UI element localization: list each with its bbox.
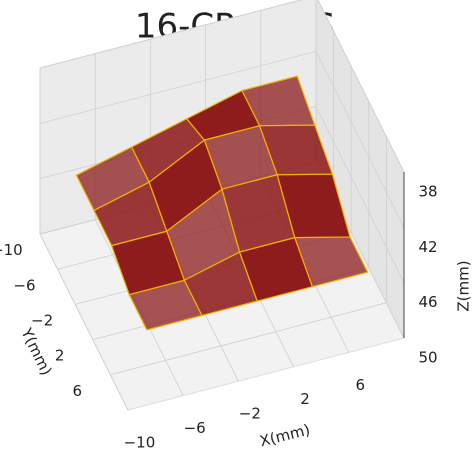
x-tick-label: −10 (124, 433, 156, 451)
x-tick-label: −6 (184, 419, 206, 437)
grid-line (317, 0, 405, 173)
z-tick-label: 50 (418, 349, 437, 367)
y-tick-label: 2 (55, 347, 65, 365)
surface-patch (293, 236, 369, 288)
grid-line (110, 302, 387, 376)
y-tick-label: 6 (73, 382, 83, 400)
y-tick-label: −2 (31, 312, 53, 330)
y-axis-label: Y(mm) (17, 324, 56, 378)
z-tick-label: 38 (418, 183, 437, 201)
grid-line (39, 50, 317, 124)
grid-line (39, 233, 129, 411)
grid-line (315, 106, 405, 283)
x-tick-label: −2 (239, 405, 261, 423)
z-tick-label: 42 (418, 238, 437, 256)
y-tick-label: −10 (0, 241, 23, 259)
x-axis-label: X(mm) (258, 421, 312, 451)
x-tick-label: 6 (355, 376, 365, 394)
z-axis-label: Z(mm) (455, 260, 473, 311)
x-tick-label: 2 (300, 390, 310, 408)
y-tick-label: −6 (13, 276, 35, 294)
z-tick-label: 46 (418, 293, 437, 311)
grid-line (315, 51, 405, 228)
grid-line (39, 0, 303, 69)
